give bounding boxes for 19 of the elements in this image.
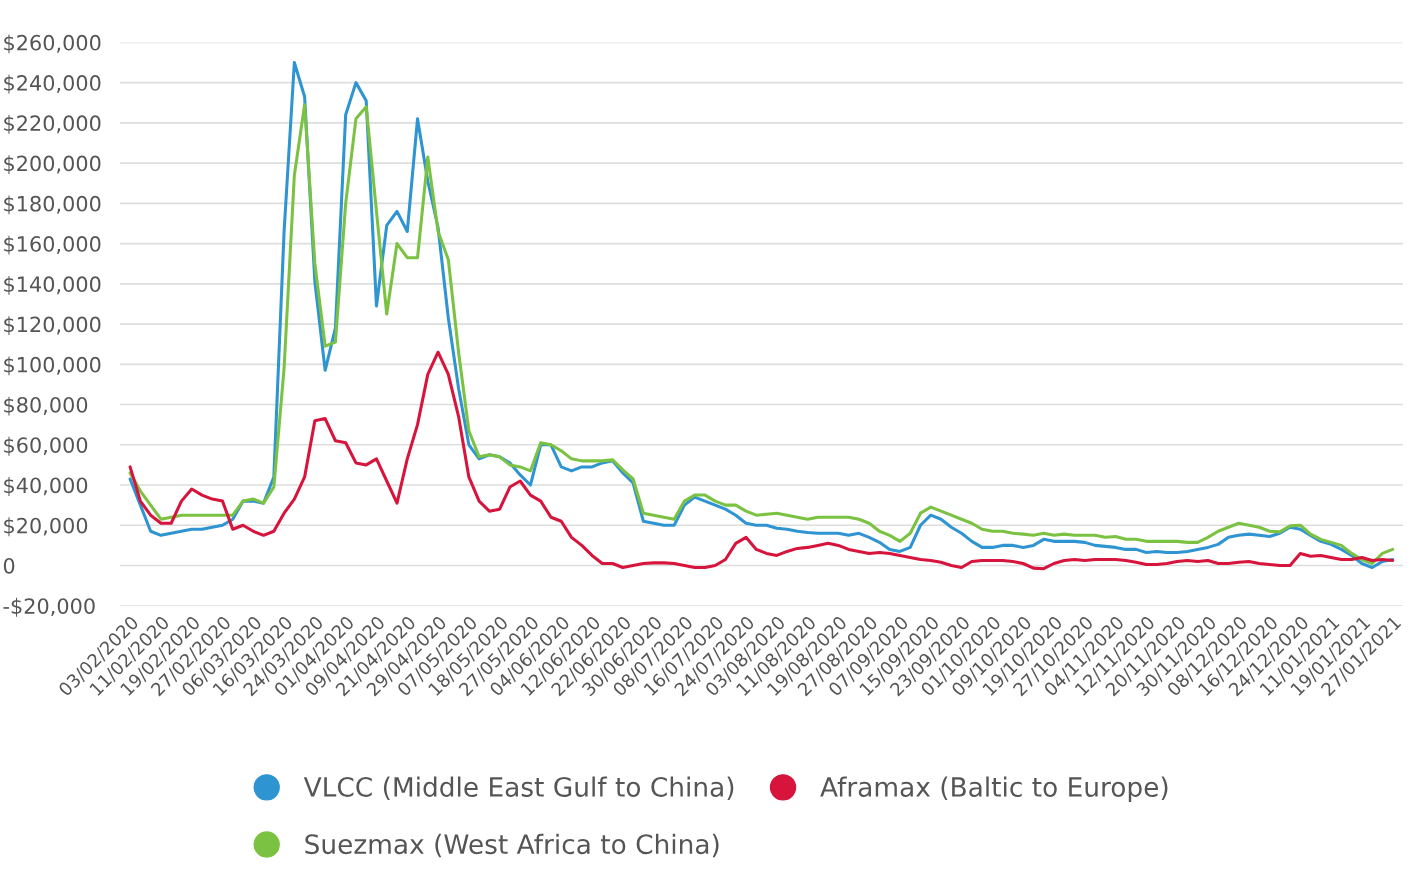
legend-label: Suezmax (West Africa to China) xyxy=(305,833,719,858)
y-tick-label: $140,000 xyxy=(4,275,101,295)
y-tick-label: 0 xyxy=(3,557,15,574)
y-tick-label: $200,000 xyxy=(4,155,101,175)
y-tick-label: -$20,000 xyxy=(3,597,95,617)
y-tick-label: $120,000 xyxy=(4,316,101,336)
line-series xyxy=(128,350,1395,571)
y-tick-label: $20,000 xyxy=(4,517,88,537)
y-tick-label: $100,000 xyxy=(4,356,101,376)
legend-label: Aframax (Baltic to Europe) xyxy=(820,776,1168,803)
y-tick-label: $180,000 xyxy=(4,195,101,215)
y-tick-label: $160,000 xyxy=(4,235,101,255)
y-tick-label: $240,000 xyxy=(4,74,101,94)
y-tick-label: $40,000 xyxy=(4,477,88,496)
y-tick-label: $60,000 xyxy=(4,436,88,456)
y-tick-label: $260,000 xyxy=(4,34,101,54)
y-tick-label: $220,000 xyxy=(4,114,101,134)
legend-label: VLCC (Middle East Gulf to China) xyxy=(303,776,734,801)
y-tick-label: $80,000 xyxy=(4,396,88,416)
